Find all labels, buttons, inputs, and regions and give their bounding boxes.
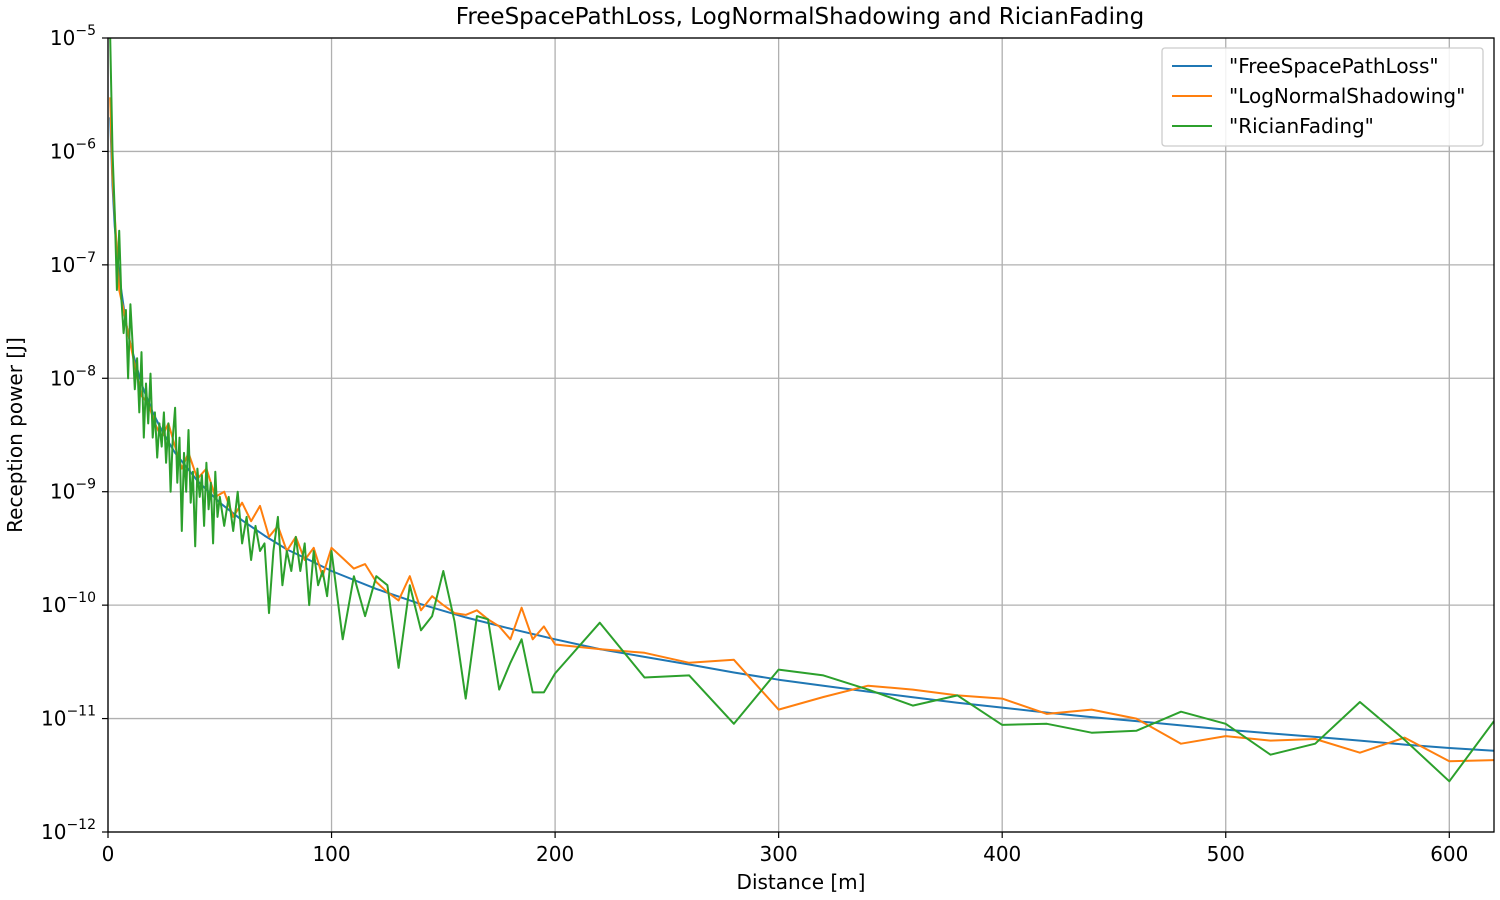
y-tick-label: 10−6 — [50, 136, 96, 163]
plot-area — [109, 38, 1494, 783]
legend-label: "RicianFading" — [1229, 114, 1374, 138]
y-tick-label: 10−7 — [50, 250, 96, 277]
x-tick-label: 200 — [536, 842, 574, 866]
y-tick-label: 10−12 — [41, 817, 96, 844]
legend-box — [1161, 47, 1484, 147]
legend-label: "LogNormalShadowing" — [1229, 84, 1465, 108]
x-axis-label: Distance [m] — [737, 870, 866, 894]
chart-title: FreeSpacePathLoss, LogNormalShadowing an… — [456, 4, 1144, 30]
x-tick-label: 500 — [1207, 842, 1245, 866]
series-layer — [109, 38, 1494, 783]
y-axis-label: Reception power [J] — [3, 337, 27, 533]
axes-frame — [107, 37, 1495, 833]
series-line-1 — [109, 97, 1494, 763]
y-axis: 10−12 10−11 10−10 10−9 10−8 10−7 10−6 10−5 — [41, 23, 108, 844]
y-tick-label: 10−5 — [50, 23, 96, 50]
x-tick-label: 100 — [312, 842, 350, 866]
x-axis: 0 100 200 300 400 500 600 — [102, 832, 1468, 866]
x-tick-label: 400 — [983, 842, 1021, 866]
legend-items: "FreeSpacePathLoss" "LogNormalShadowing" "… — [1172, 54, 1465, 138]
y-tick-label: 10−10 — [41, 590, 96, 617]
x-tick-label: 300 — [760, 842, 798, 866]
y-tick-label: 10−8 — [50, 363, 96, 390]
x-tick-label: 600 — [1430, 842, 1468, 866]
series-line-2 — [109, 38, 1494, 783]
y-tick-label: 10−11 — [41, 704, 96, 731]
x-tick-label: 0 — [102, 842, 115, 866]
legend: "FreeSpacePathLoss" "LogNormalShadowing" "… — [1161, 47, 1484, 147]
y-tick-label: 10−9 — [50, 477, 96, 504]
legend-label: "FreeSpacePathLoss" — [1229, 54, 1439, 78]
